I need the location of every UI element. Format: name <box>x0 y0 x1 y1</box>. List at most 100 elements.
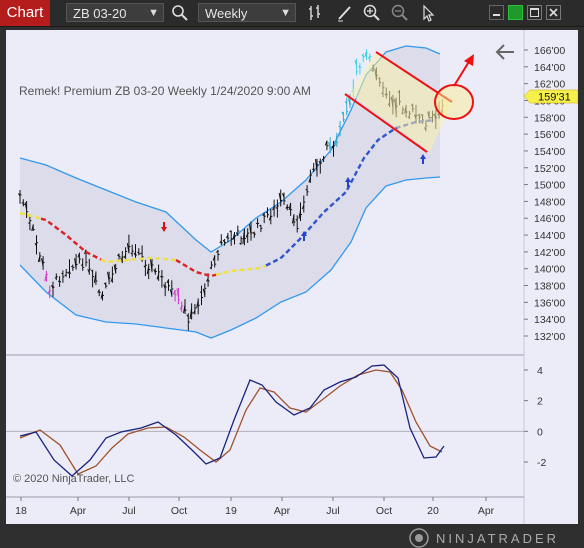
price-bar <box>143 259 147 277</box>
interval-value: Weekly <box>205 6 248 21</box>
price-bar <box>163 282 167 297</box>
channel-fill <box>350 52 452 152</box>
price-bar <box>24 201 29 218</box>
price-bar <box>235 225 240 236</box>
price-bar <box>265 207 269 218</box>
price-bar <box>113 263 118 274</box>
price-bar <box>239 236 243 245</box>
zoom-in-icon[interactable] <box>362 3 382 23</box>
price-bar <box>74 254 78 270</box>
price-tick-label: 148'00 <box>534 196 565 208</box>
price-bar <box>242 228 246 246</box>
close-button[interactable] <box>546 5 561 20</box>
price-bar <box>354 58 359 76</box>
price-bar <box>44 270 48 282</box>
price-bar <box>176 287 180 305</box>
price-bar <box>275 199 279 218</box>
price-bar <box>262 212 266 224</box>
price-bar <box>67 259 71 279</box>
price-bar <box>249 221 253 241</box>
price-bar <box>31 224 35 232</box>
upper-band-line <box>19 45 441 253</box>
price-bar <box>311 162 316 173</box>
interval-selector[interactable]: Weekly ▼ <box>198 3 296 22</box>
price-bar <box>341 111 345 123</box>
price-tick-label: 144'00 <box>534 230 565 242</box>
price-bar <box>153 268 157 275</box>
price-bar <box>192 304 197 315</box>
price-tick-label: 132'00 <box>534 331 565 343</box>
price-bar <box>110 266 114 283</box>
price-bar <box>93 271 98 285</box>
price-bar <box>169 280 174 297</box>
time-tick-label: 20 <box>427 505 439 517</box>
price-bar <box>64 268 68 277</box>
price-bar <box>47 285 52 299</box>
price-bar <box>189 303 194 320</box>
price-tick-label: 146'00 <box>534 213 565 225</box>
logo-text: NINJATRADER <box>436 531 559 546</box>
price-bar <box>199 285 203 306</box>
price-bar <box>229 230 233 246</box>
time-tick-label: 18 <box>15 505 27 517</box>
price-bar <box>77 252 81 264</box>
price-bar <box>126 234 131 254</box>
channel-lower-line <box>344 93 428 153</box>
trend-segment <box>215 264 267 276</box>
price-bar <box>51 281 55 297</box>
band-fill <box>20 46 440 338</box>
price-bar <box>156 264 161 281</box>
back-arrow-icon[interactable] <box>495 44 514 60</box>
annotations <box>161 51 474 241</box>
price-bar <box>256 218 260 228</box>
price-bar <box>272 199 276 217</box>
instrument-selector[interactable]: ZB 03-20 ▼ <box>66 3 164 22</box>
price-bar <box>61 270 65 283</box>
price-bar <box>166 279 170 291</box>
price-bar <box>301 195 306 213</box>
zoom-out-icon[interactable] <box>390 3 410 23</box>
link-button[interactable] <box>508 5 523 20</box>
oscillator-line <box>19 364 445 477</box>
price-bar <box>186 313 190 331</box>
price-bar <box>173 289 177 302</box>
chart-tab[interactable]: Chart <box>0 0 50 26</box>
price-bar <box>97 289 101 297</box>
price-bar <box>288 202 293 216</box>
minimize-button[interactable] <box>489 5 504 20</box>
pointer-icon[interactable] <box>418 3 438 23</box>
projection-arrow-line <box>453 59 471 87</box>
osc-tick-label: 2 <box>537 396 543 408</box>
price-tick-label: 142'00 <box>534 247 565 259</box>
chart-panel[interactable]: 166'00164'00162'00160'00158'00156'00154'… <box>6 30 579 524</box>
up-arrow-icon <box>420 154 426 164</box>
price-bar <box>212 255 217 268</box>
price-bar <box>71 264 75 271</box>
price-bar <box>358 63 362 75</box>
bar-type-icon[interactable] <box>306 3 326 23</box>
time-tick-label: Jul <box>326 505 339 517</box>
drawing-tool-icon[interactable] <box>335 3 355 23</box>
osc-tick-label: 4 <box>537 365 543 377</box>
price-bar <box>87 258 91 275</box>
price-bar <box>90 269 95 288</box>
search-icon[interactable] <box>170 3 190 23</box>
price-bar <box>222 238 227 246</box>
price-badge-label: 159'31 <box>538 92 571 104</box>
price-bar <box>318 158 322 174</box>
price-bar <box>259 224 263 233</box>
price-bar <box>54 273 58 281</box>
price-bar <box>21 199 25 207</box>
price-chart[interactable]: 166'00164'00162'00160'00158'00156'00154'… <box>6 30 579 524</box>
time-tick-label: Apr <box>478 505 495 517</box>
chevron-down-icon: ▼ <box>280 7 291 19</box>
time-tick-label: Apr <box>274 505 291 517</box>
price-bar <box>315 158 319 177</box>
time-tick-label: Jul <box>122 505 135 517</box>
price-bar <box>123 247 128 260</box>
price-bar <box>285 204 289 211</box>
maximize-button[interactable] <box>527 5 542 20</box>
highlight-ellipse <box>434 84 474 120</box>
price-tick-label: 134'00 <box>534 314 565 326</box>
price-bar <box>80 258 85 271</box>
